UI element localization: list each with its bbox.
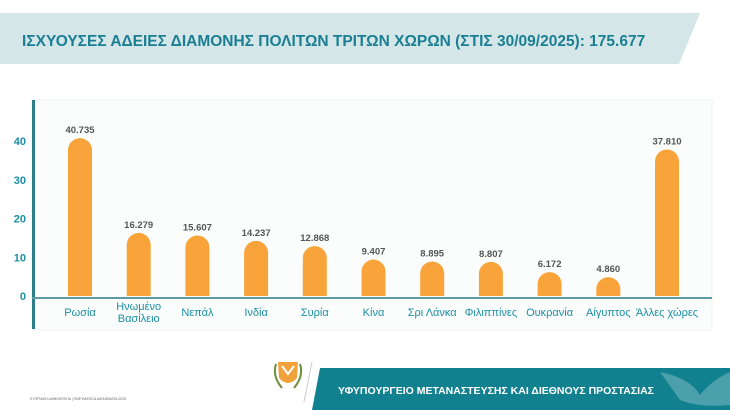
- data-label: 8.807: [479, 249, 503, 260]
- bar: [302, 246, 327, 296]
- category-label: Συρία: [301, 307, 330, 319]
- y-tick-label: 20: [14, 214, 26, 226]
- data-label: 8.895: [420, 249, 444, 260]
- bar: [361, 259, 386, 296]
- cyprus-emblem-logo: [273, 362, 303, 389]
- category-label: Άλλες χώρες: [636, 307, 698, 319]
- data-label: 14.237: [242, 228, 271, 239]
- header-band: [0, 13, 700, 64]
- data-label: 16.279: [124, 220, 153, 231]
- bar: [68, 138, 92, 296]
- bar: [126, 232, 151, 296]
- bar: [244, 240, 269, 296]
- category-label: Φιλιππίνες: [465, 307, 518, 319]
- data-label: 12.868: [300, 233, 329, 244]
- footer-band: [312, 368, 730, 410]
- bar: [185, 235, 210, 296]
- page-title: ΙΣΧΥΟΥΣΕΣ ΑΔΕΙΕΣ ΔΙΑΜΟΝΗΣ ΠΟΛΙΤΩΝ ΤΡΙΤΩΝ…: [22, 33, 645, 50]
- copyright-text: ΚΥΠΡΙΑΚΗ ΔΗΜΟΚΡΑΤΙΑ | ΠΝΕΥΜΑΤΙΚΑ ΔΙΚΑΙΩΜ…: [30, 397, 126, 401]
- category-label: Ρωσία: [64, 307, 96, 319]
- y-tick-label: 0: [20, 291, 26, 303]
- bar: [537, 272, 562, 296]
- data-label: 40.735: [65, 125, 95, 136]
- category-label: Ουκρανία: [526, 307, 574, 319]
- category-label: Ηνωμένο Βασίλειο: [116, 301, 161, 325]
- bar: [655, 149, 679, 296]
- category-label: Νεπάλ: [181, 307, 214, 319]
- data-label: 4.860: [596, 264, 620, 275]
- data-label: 37.810: [652, 136, 681, 147]
- y-tick-label: 10: [14, 252, 26, 264]
- y-tick-label: 30: [14, 175, 26, 187]
- data-label: 9.407: [362, 247, 386, 258]
- bar: [478, 261, 503, 296]
- ministry-name: ΥΦΥΠΟΥΡΓΕΙΟ ΜΕΤΑΝΑΣΤΕΥΣΗΣ ΚΑΙ ΔΙΕΘΝΟΥΣ Π…: [338, 385, 654, 397]
- chart-left-border: [32, 100, 35, 329]
- category-label: Ινδία: [244, 307, 268, 319]
- category-label: Αίγυπτος: [586, 307, 631, 319]
- category-label: Σρι Λάνκα: [408, 307, 458, 319]
- dove-icon: [660, 372, 730, 406]
- bar: [420, 261, 445, 296]
- footer-divider: [303, 361, 313, 403]
- category-label: Κίνα: [363, 307, 385, 319]
- y-tick-label: 40: [14, 136, 26, 148]
- bar: [596, 277, 621, 296]
- data-label: 15.607: [183, 223, 212, 234]
- data-label: 6.172: [538, 259, 562, 270]
